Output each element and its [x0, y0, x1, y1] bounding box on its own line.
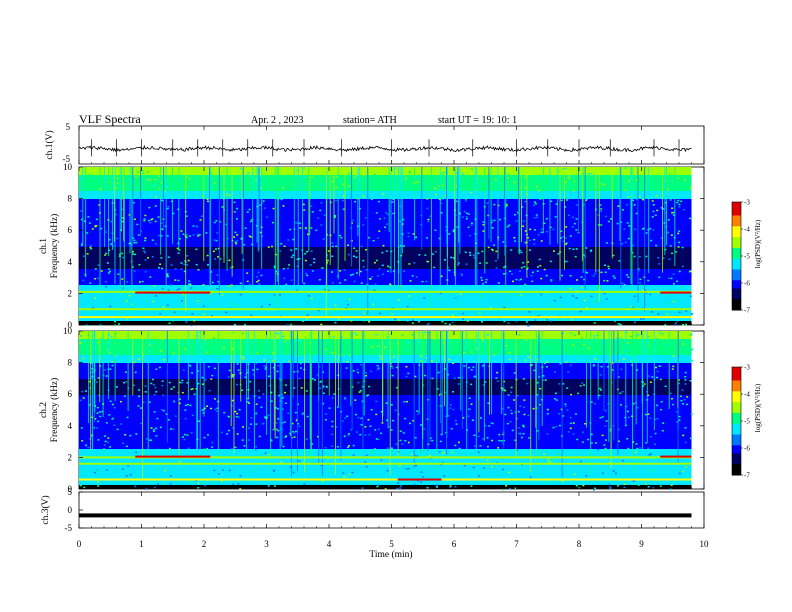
spec-y-tick-label: 8: [68, 194, 73, 204]
x-tick-label: 7: [514, 539, 519, 549]
colorbar-tick-label: -4: [744, 391, 750, 399]
ch1-waveform-line: [78, 144, 692, 153]
ch2-colorbar-label: log(PSD)(V²/Hz): [754, 383, 762, 432]
station-label: station= ATH: [343, 115, 397, 126]
ch1-y-axis-label: ch.1(V): [44, 130, 55, 159]
spec-y-tick-label: 2: [68, 452, 73, 462]
ch1-spectrogram: [79, 167, 694, 327]
ch3-waveform-trace: [79, 513, 692, 518]
spec-y-tick-label: 2: [68, 288, 73, 298]
colorbar-tick-label: -6: [744, 280, 750, 288]
spec-y-tick-label: 10: [63, 162, 73, 172]
x-tick-label: 6: [452, 539, 457, 549]
x-tick-label: 1: [139, 539, 144, 549]
x-tick-label: 2: [202, 539, 207, 549]
date-label: Apr. 2 , 2023: [251, 115, 304, 126]
ch2-spec-y-axis-label-top: ch.2: [39, 402, 49, 418]
ch3-y-tick-label: 5: [68, 487, 73, 497]
x-tick-label: 3: [264, 539, 269, 549]
spec-y-tick-label: 8: [68, 358, 73, 368]
x-axis-label: Time (min): [369, 549, 412, 560]
spec-y-tick-label: 10: [63, 326, 73, 336]
x-tick-label: 9: [639, 539, 644, 549]
ch1-waveform-trace: [78, 139, 692, 157]
spec-y-tick-label: 0: [68, 484, 73, 494]
ch3-y-tick-label: -5: [65, 523, 73, 533]
ch2-colorbar: -3 -4 -5 -6 -7: [731, 364, 750, 480]
x-tick-label: 5: [389, 539, 394, 549]
colorbar-tick-label: -4: [744, 226, 750, 234]
ch3-waveform-panel: [78, 491, 705, 529]
spec-y-tick-label: 4: [68, 421, 73, 431]
x-tick-label: 0: [77, 539, 82, 549]
ch1-y-tick-label: 5: [66, 122, 71, 132]
ch3-y-axis-label: ch.3(V): [40, 495, 51, 524]
ch2-spec-y-axis-label: Frequency (kHz): [49, 378, 60, 443]
spec-y-tick-label: 4: [68, 257, 73, 267]
colorbar-tick-label: -3: [744, 364, 750, 372]
start-ut-label: start UT = 19: 10: 1: [438, 115, 517, 126]
ch1-y-tick-label: -5: [63, 154, 71, 164]
spec-y-tick-label: 6: [68, 389, 73, 399]
colorbar-tick-label: -5: [744, 418, 750, 426]
x-tick-label: 10: [700, 539, 710, 549]
colorbar-tick-label: -3: [744, 199, 750, 207]
ch1-spec-y-axis-label: Frequency (kHz): [49, 214, 60, 279]
ch3-y-tick-label: 0: [68, 505, 73, 515]
x-tick-label: 8: [577, 539, 582, 549]
colorbar-tick-label: -7: [744, 472, 750, 480]
spec-y-tick-label: 6: [68, 225, 73, 235]
ch1-spec-y-axis-label-top: ch.1: [39, 238, 49, 254]
x-tick-label: 4: [327, 539, 332, 549]
figure-title: VLF Spectra: [79, 112, 141, 126]
colorbar-tick-label: -7: [744, 307, 750, 315]
ch1-colorbar: -3 -4 -5 -6 -7: [731, 199, 750, 315]
ch2-spectrogram: [79, 331, 694, 491]
ch1-colorbar-label: log(PSD)(V²/Hz): [754, 219, 762, 268]
colorbar-tick-label: -6: [744, 445, 750, 453]
spec-y-tick-label: 0: [68, 320, 73, 330]
ch3-waveform-line: [79, 513, 692, 518]
colorbar-tick-label: -5: [744, 253, 750, 261]
